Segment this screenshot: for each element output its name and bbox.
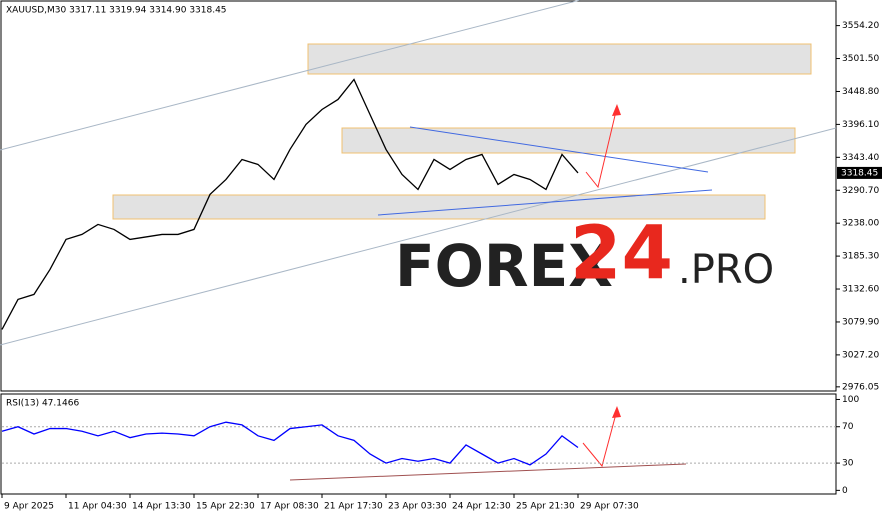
price-label-box: [837, 166, 882, 179]
trend-line: [409, 126, 709, 173]
x-tick-label: 15 Apr 22:30: [196, 502, 255, 512]
y-tick-label: 0: [842, 486, 848, 496]
trend-line: [377, 189, 713, 216]
watermark-text: FOREX: [395, 232, 613, 300]
zone: [341, 127, 796, 154]
y-tick-label: 70: [842, 422, 854, 432]
forecast-arrow: [585, 106, 618, 189]
channel-line: [0, 127, 837, 346]
watermark-text: .PRO: [678, 247, 774, 293]
x-tick-label: 23 Apr 03:30: [388, 502, 447, 512]
arrow-head: [612, 406, 621, 418]
y-tick-label: 2976.05: [842, 382, 879, 392]
zones: [112, 43, 812, 220]
rsi-trend-line: [289, 463, 687, 481]
y-tick-label: 3396.10: [842, 120, 879, 130]
x-tick-label: 9 Apr 2025: [4, 502, 54, 512]
y-tick-label: 3290.70: [842, 186, 879, 196]
watermark: FOREX 24 .PRO: [395, 211, 774, 301]
zone: [112, 194, 766, 220]
x-tick-label: 21 Apr 17:30: [324, 502, 383, 512]
y-tick-label: 3501.50: [842, 54, 879, 64]
x-tick-label: 29 Apr 07:30: [580, 502, 639, 512]
rsi-title: RSI(13) 47.1466: [6, 399, 79, 409]
rsi-frame: [0, 393, 837, 495]
x-tick-label: 11 Apr 04:30: [68, 502, 127, 512]
y-tick-label: 30: [842, 459, 854, 469]
chart-title: XAUUSD,M30 3317.11 3319.94 3314.90 3318.…: [6, 6, 227, 16]
main-frame: [0, 0, 837, 392]
y-tick-label: 3448.80: [842, 87, 879, 97]
series-line: [1, 421, 579, 466]
x-tick-label: 17 Apr 08:30: [260, 502, 319, 512]
watermark-text: 24: [570, 211, 673, 297]
x-tick-label: 24 Apr 12:30: [452, 502, 511, 512]
series-line: [1, 78, 579, 330]
y-tick-label: 3079.90: [842, 317, 879, 327]
x-tick-label: 14 Apr 13:30: [132, 502, 191, 512]
forecast-arrow: [582, 409, 618, 468]
y-tick-label: 3554.20: [842, 21, 879, 31]
y-tick-label: 3027.20: [842, 350, 879, 360]
price-label: 3318.45: [841, 168, 878, 178]
x-tick-label: 25 Apr 21:30: [516, 502, 575, 512]
y-tick-label: 3343.40: [842, 153, 879, 163]
arrow-head: [612, 104, 621, 116]
zone: [307, 43, 812, 75]
y-tick-label: 3185.30: [842, 252, 879, 262]
y-tick-label: 3238.00: [842, 219, 879, 229]
channel-line: [0, 0, 581, 151]
y-tick-label: 3132.60: [842, 285, 879, 295]
y-tick-label: 100: [842, 395, 859, 405]
